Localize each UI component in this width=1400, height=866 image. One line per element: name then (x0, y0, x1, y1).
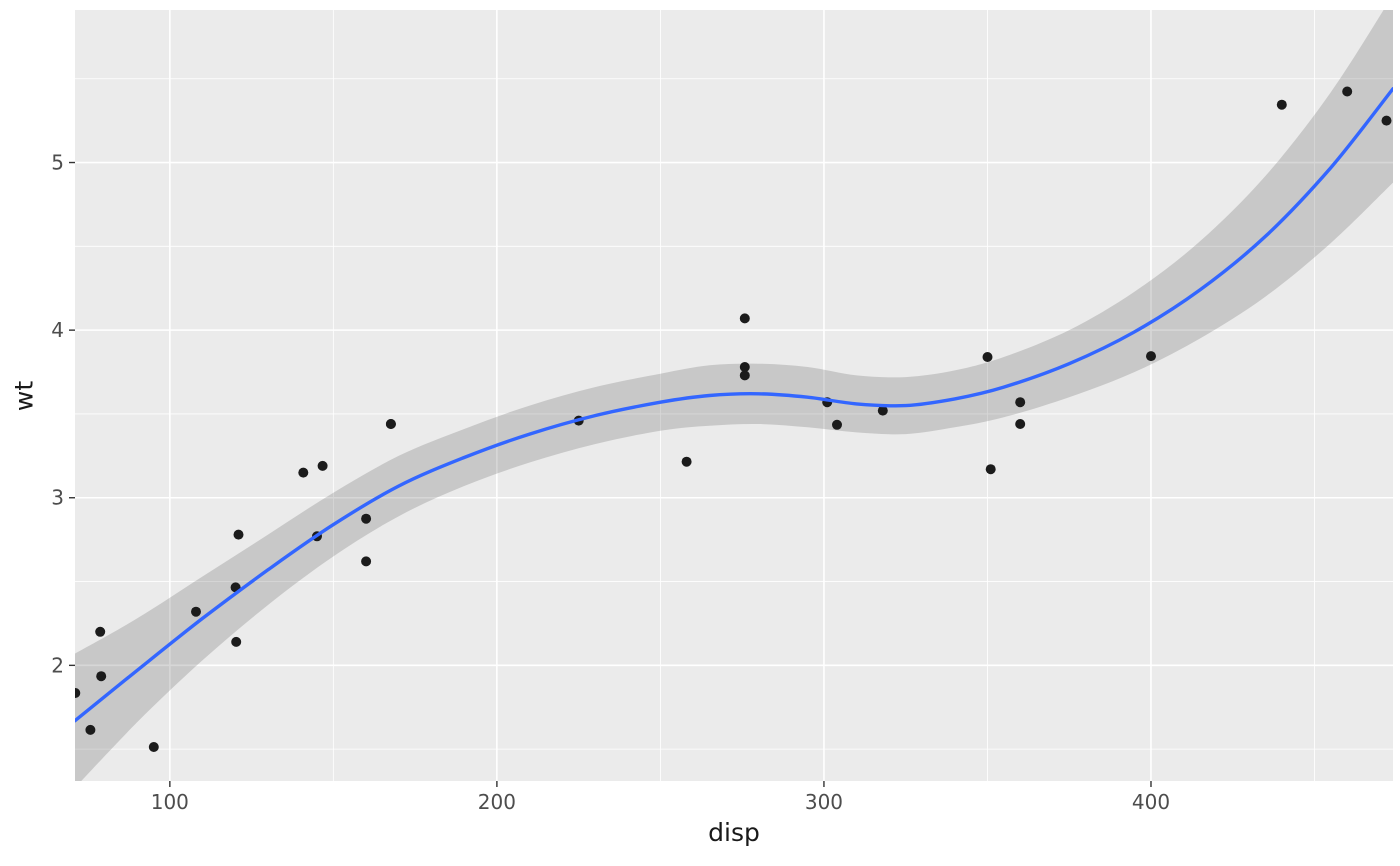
data-point (739, 362, 750, 372)
data-point (681, 456, 692, 467)
data-point (96, 671, 107, 682)
x-tick-label: 200 (478, 790, 516, 814)
data-point (385, 419, 396, 429)
data-point (233, 529, 244, 540)
grid-major (75, 10, 1393, 781)
data-point (361, 513, 372, 524)
data-layer (75, 10, 1393, 781)
smooth-line (75, 87, 1393, 723)
data-point (85, 724, 96, 735)
data-point (985, 464, 996, 475)
data-point (1015, 397, 1026, 408)
data-point (1342, 86, 1353, 97)
x-tick-label: 400 (1132, 790, 1170, 814)
data-point (739, 370, 750, 381)
x-tick-label: 300 (805, 790, 843, 814)
y-axis-title: wt (9, 380, 39, 412)
data-point (298, 467, 309, 478)
y-tick-label: 4 (51, 318, 64, 342)
data-point (95, 626, 106, 637)
data-point (739, 313, 750, 324)
data-point (832, 419, 842, 430)
data-point (1015, 419, 1026, 429)
data-point (191, 606, 201, 617)
y-tick-label: 2 (51, 653, 64, 677)
grid-minor (75, 10, 1393, 781)
data-point (877, 405, 888, 416)
y-tick-label: 5 (51, 151, 64, 175)
data-point (75, 688, 81, 698)
axis-ticks (69, 161, 1152, 787)
data-point (1381, 115, 1392, 126)
data-point (982, 352, 993, 362)
data-point (231, 636, 242, 647)
x-axis-title: disp (708, 818, 760, 847)
data-point (1146, 351, 1156, 362)
data-point (148, 742, 159, 752)
x-tick-label: 100 (151, 790, 189, 814)
y-tick-label: 3 (51, 486, 64, 510)
data-point (317, 460, 328, 471)
data-point (361, 556, 372, 567)
data-point (1276, 99, 1287, 110)
